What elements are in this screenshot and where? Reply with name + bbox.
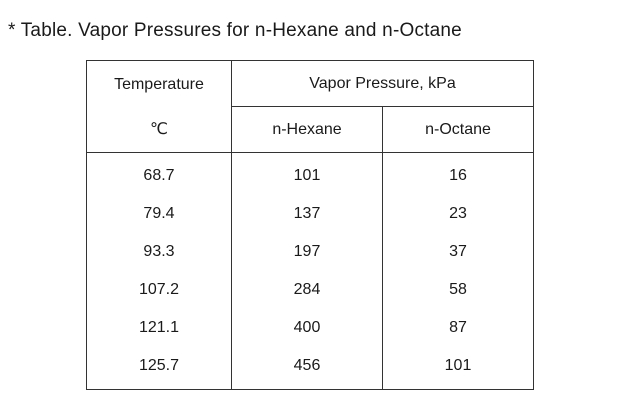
vapor-pressure-table: Temperature ℃ Vapor Pressure, kPa n-Hexa… (86, 60, 534, 390)
header-row-2: n-Hexane n-Octane (87, 106, 534, 153)
cell-temperature: 79.4 (86, 195, 232, 233)
cell-octane: 101 (444, 357, 472, 374)
table-row: 125.7 456 101 (86, 347, 534, 390)
cell-octane: 37 (449, 243, 467, 260)
header-temperature-cell: Temperature ℃ (86, 60, 232, 153)
header-temperature-label: Temperature (114, 75, 204, 93)
table-row: 93.3 197 37 (86, 233, 534, 271)
cell-octane: 87 (449, 319, 467, 336)
header-octane-cell: n-Octane (382, 106, 534, 153)
cell-octane: 23 (449, 205, 467, 222)
cell-temperature: 68.7 (86, 152, 232, 195)
header-hexane-cell: n-Hexane (231, 106, 383, 153)
table-row: 121.1 400 87 (86, 309, 534, 347)
table-caption: * Table. Vapor Pressures for n-Hexane an… (8, 20, 462, 41)
cell-temperature: 125.7 (86, 347, 232, 390)
table-row: 68.7 101 16 (86, 152, 534, 195)
cell-temperature: 93.3 (86, 233, 232, 271)
header-row-1: Temperature ℃ Vapor Pressure, kPa (86, 60, 534, 153)
cell-temperature: 107.2 (86, 271, 232, 309)
table-header: Temperature ℃ Vapor Pressure, kPa n-Hexa… (86, 60, 534, 153)
header-pressure-cell: Vapor Pressure, kPa (231, 60, 534, 107)
cell-temperature: 121.1 (86, 309, 232, 347)
cell-hexane: 197 (231, 233, 383, 271)
cell-hexane: 284 (231, 271, 383, 309)
cell-hexane: 400 (231, 309, 383, 347)
cell-octane: 16 (449, 167, 467, 184)
table-row: 79.4 137 23 (86, 195, 534, 233)
cell-octane: 58 (449, 281, 467, 298)
table-body: 68.7 101 16 79.4 137 23 93.3 197 37 107.… (86, 152, 534, 390)
table-row: 107.2 284 58 (86, 271, 534, 309)
cell-hexane: 456 (231, 347, 383, 390)
cell-hexane: 101 (231, 152, 383, 195)
cell-hexane: 137 (231, 195, 383, 233)
header-temperature-unit: ℃ (150, 120, 168, 138)
